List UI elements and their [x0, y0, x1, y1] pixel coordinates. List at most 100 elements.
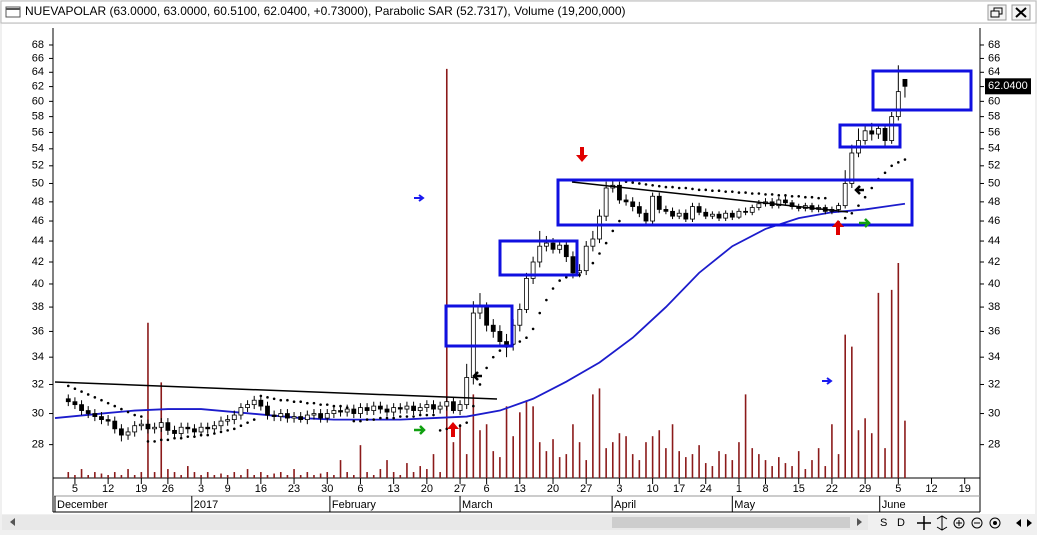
arrow-right-green [414, 425, 426, 435]
candle-body [265, 405, 270, 416]
candle-body [617, 184, 622, 201]
toolbar-button[interactable]: D [897, 517, 905, 529]
sar-dot [432, 413, 435, 417]
y-tick-label-right: 36 [988, 325, 1000, 337]
y-tick-label-right: 42 [988, 256, 1000, 268]
sar-dot [651, 183, 654, 187]
sar-dot [850, 211, 854, 215]
scroll-left[interactable] [10, 518, 15, 526]
candle-body [324, 413, 330, 419]
candle-body [889, 116, 895, 141]
scroll-right[interactable] [857, 518, 862, 526]
x-tick-label: 9 [225, 483, 231, 495]
close-button[interactable] [1011, 4, 1031, 21]
sar-dot [804, 195, 807, 199]
month-label: February [332, 499, 377, 511]
candle-body [477, 306, 483, 314]
title-bar [0, 0, 1037, 24]
x-tick-label: 3 [198, 483, 204, 495]
x-tick-label: 20 [421, 483, 433, 495]
sar-dot [737, 191, 741, 194]
candle-body [105, 419, 111, 422]
candle-body [358, 407, 363, 414]
reset-icon[interactable] [993, 521, 997, 525]
sar-dot [206, 433, 210, 437]
reset-icon[interactable] [989, 517, 1001, 529]
sar-dot [445, 427, 449, 431]
candle-body [457, 404, 463, 411]
moving-average-line [54, 202, 906, 421]
sar-dot [545, 298, 548, 302]
arrow-left-black [854, 185, 864, 195]
zoom-in-icon[interactable] [956, 520, 962, 526]
sar-dot [750, 192, 754, 195]
sar-dot [359, 419, 362, 423]
toolbar-button[interactable]: S [880, 517, 887, 529]
vertical-icon[interactable] [936, 515, 948, 531]
zoom-out-icon[interactable] [971, 517, 983, 529]
candle-body [145, 423, 151, 430]
month-label: May [734, 499, 755, 511]
sar-dot [704, 188, 708, 192]
sar-dot [100, 398, 103, 402]
pan-icon[interactable] [917, 516, 931, 530]
sar-dot [784, 194, 787, 197]
x-tick-label: 19 [959, 483, 971, 495]
sar-dot [106, 401, 110, 405]
candle-body [543, 242, 549, 247]
arrow-right-blue [414, 194, 425, 202]
x-tick-label: 27 [454, 483, 466, 495]
y-tick-label-right: 52 [988, 160, 1000, 172]
candle-body [178, 426, 184, 434]
arrow-up-red [447, 422, 459, 437]
sar-dot [611, 229, 615, 233]
sar-dot [697, 188, 701, 192]
candle-body [165, 422, 171, 431]
scroll-thumb[interactable] [612, 517, 850, 528]
candle-body [285, 413, 290, 419]
sar-dot [565, 275, 568, 279]
sar-dot [604, 241, 608, 245]
x-tick-label: 6 [484, 483, 490, 495]
scrollbar[interactable] [2, 515, 868, 530]
sar-dot [485, 366, 488, 370]
candle-body [65, 398, 71, 403]
sar-dot [823, 196, 827, 200]
y-tick-label-right: 30 [988, 407, 1000, 419]
sar-dot [664, 185, 668, 189]
candle-body [245, 404, 250, 408]
candle-body [603, 187, 609, 217]
next-icon[interactable] [1027, 519, 1032, 527]
sar-dot [392, 416, 395, 420]
zoom-in-icon[interactable] [953, 517, 965, 529]
candle-body [258, 399, 264, 407]
y-tick-label: 50 [32, 177, 44, 189]
candle-body [437, 405, 443, 410]
candle-body [636, 206, 642, 214]
x-tick-label: 1 [736, 483, 742, 495]
candle-body [291, 416, 297, 419]
sar-dot [857, 204, 860, 207]
sar-dot [638, 182, 641, 185]
sar-dot [133, 413, 136, 417]
candle-body [424, 404, 430, 408]
sar-dot [379, 416, 382, 420]
restore-button[interactable] [987, 4, 1007, 21]
candle-body [198, 426, 204, 433]
candle-body [643, 212, 649, 222]
candle-body [743, 210, 748, 213]
prev-icon[interactable] [1016, 519, 1021, 527]
candle-body [205, 426, 211, 430]
x-tick-label: 10 [647, 483, 659, 495]
candle-body [364, 407, 370, 411]
y-tick-label: 44 [32, 235, 44, 247]
candle-body [331, 410, 337, 414]
close-icon [1015, 7, 1027, 18]
y-tick-label-right: 48 [988, 196, 1000, 208]
sar-dot [518, 340, 522, 343]
candle-body [417, 407, 423, 411]
candle-body [132, 425, 138, 433]
x-tick-label: 30 [321, 483, 333, 495]
x-tick-label: 22 [826, 483, 838, 495]
